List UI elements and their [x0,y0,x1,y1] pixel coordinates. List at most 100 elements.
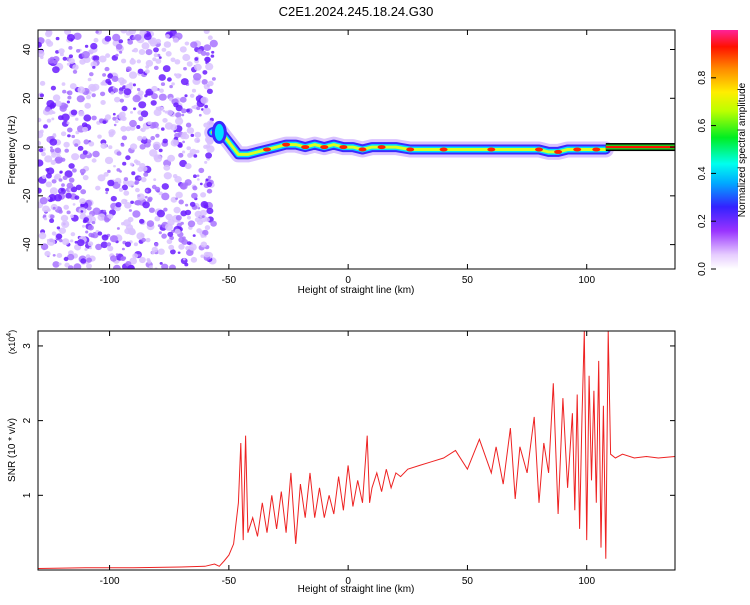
snr-y-tick-label: 2 [22,417,33,423]
noise-dot [59,238,63,243]
noise-dot [75,184,82,191]
noise-dot [115,202,122,208]
noise-dot [199,182,203,186]
noise-dot [196,174,200,177]
noise-dot [193,154,198,158]
noise-dot [201,215,205,219]
noise-dot [73,32,82,40]
noise-dot [207,35,213,40]
noise-dot [123,177,129,182]
noise-dot [82,175,89,181]
noise-dot [46,238,56,246]
noise-dot [178,236,185,243]
noise-dot [107,245,114,252]
noise-dot [191,88,197,93]
noise-dot [88,141,95,147]
noise-dot [180,96,187,103]
noise-dot [175,191,183,199]
noise-dot [206,207,214,215]
ridge-peak [358,147,367,152]
noise-dot [206,88,213,95]
noise-dot [145,65,150,69]
noise-dot [203,30,210,34]
noise-dot [50,148,55,153]
noise-dot [55,50,60,54]
noise-dot [153,53,158,58]
noise-dot [131,171,136,176]
noise-dot [136,125,141,129]
noise-dot [58,48,65,54]
noise-dot [178,152,184,158]
noise-dot [67,134,71,138]
noise-dot [171,82,175,86]
noise-dot [133,242,138,247]
noise-dot [128,209,132,212]
noise-dot [91,221,96,225]
noise-dot [139,144,146,150]
noise-dot [54,100,62,107]
noise-dot [180,257,188,265]
noise-dot [51,117,55,121]
colorbar-ticks: 0.0 0.2 0.4 0.6 0.8 [697,70,716,276]
noise-dot [143,172,149,177]
noise-dot [47,57,55,64]
noise-dot [91,158,97,163]
ridge-inner [210,128,608,156]
noise-dot [66,210,71,215]
noise-dot [138,116,144,122]
spectrogram-panel: -100 -50 0 50 100 -40 -20 0 20 40 Height of stra… [7,29,676,296]
noise-dot [178,199,184,205]
noise-dot [184,94,188,98]
spectrogram-x-tick-label: 50 [462,275,474,286]
noise-dot [151,121,159,129]
spectrogram-y-tick-label: 0 [22,144,33,150]
noise-dot [54,147,62,154]
noise-dot [140,110,149,118]
noise-dot [121,135,128,141]
noise-dot [91,93,96,98]
noise-dot [88,214,93,218]
noise-dot [187,241,192,246]
noise-dot [200,192,207,198]
noise-dot [66,182,74,189]
noise-dot [158,56,162,59]
noise-dot [189,201,196,207]
colorbar: 0.0 0.2 0.4 0.6 0.8 Normalized spectral ampl… [697,30,748,276]
noise-dot [136,232,145,240]
noise-dot [56,226,61,230]
noise-dot [205,178,209,182]
noise-dot [200,201,209,208]
noise-dot [55,233,63,240]
colorbar-tick-label: 0.8 [697,70,708,84]
noise-dot [132,210,141,218]
noise-dot [88,232,94,238]
noise-dot [50,214,55,219]
noise-dot [137,87,141,92]
noise-dot [60,131,67,137]
noise-dot [85,230,89,234]
noise-dot [204,217,210,222]
chart-title: C2E1.2024.245.18.24.G30 [279,4,434,19]
noise-dot [64,170,73,178]
noise-dot [127,39,133,45]
ridge-peak [592,147,601,152]
noise-dot [38,159,44,167]
noise-dot [60,214,69,222]
noise-dot [148,207,155,213]
noise-dot [169,85,173,89]
noise-dot [39,80,46,86]
noise-dot [107,213,114,220]
noise-dot [132,253,139,259]
noise-dot [173,206,181,214]
noise-dot [203,144,208,149]
noise-dot [167,154,176,162]
noise-dot [146,258,151,262]
noise-dot [182,53,191,62]
noise-dot [144,195,148,199]
noise-dot [102,73,107,77]
noise-dot [175,112,182,118]
noise-dot [38,140,42,146]
noise-dot [138,101,147,109]
noise-dot [191,105,195,109]
noise-dot [179,159,188,168]
